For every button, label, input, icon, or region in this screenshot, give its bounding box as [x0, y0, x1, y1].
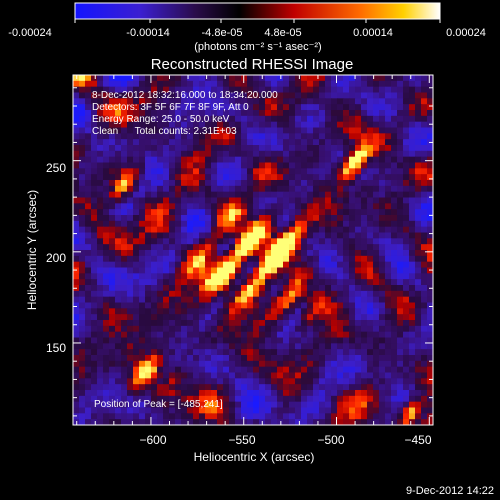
plot-title: Reconstructed RHESSI Image [151, 56, 354, 73]
y-axis-label: Heliocentric Y (arcsec) [25, 190, 39, 310]
colorbar-tick-label-3: 4.8e-05 [264, 27, 301, 39]
x-tick-label-1: −550 [228, 433, 255, 447]
y-tick-label-0: 150 [46, 341, 66, 355]
plot-frame [72, 74, 434, 426]
annotation-detectors: Detectors: 3F 5F 6F 7F 8F 9F, Att 0 [92, 102, 249, 113]
y-tick-label-2: 250 [46, 161, 66, 175]
axis-ticks [73, 75, 433, 425]
annotation-time-range: 8-Dec-2012 18:32:16.000 to 18:34:20.000 [92, 90, 278, 101]
colorbar [74, 2, 441, 20]
colorbar-tick-label-5: 0.00024 [446, 27, 486, 39]
colorbar-units-label: (photons cm⁻² s⁻¹ asec⁻²) [194, 41, 321, 53]
rhessi-image-heatmap [73, 75, 433, 425]
colorbar-tick-label-2: -4.8e-05 [202, 27, 243, 39]
colorbar-tick-label-0: -0.00024 [8, 27, 51, 39]
annotation-energy-range: Energy Range: 25.0 - 50.0 keV [92, 114, 230, 125]
x-tick-label-0: −600 [139, 433, 166, 447]
annotation-peak-position: Position of Peak = [-485,241] [94, 399, 223, 410]
x-tick-label-2: −500 [317, 433, 344, 447]
y-tick-label-1: 200 [46, 251, 66, 265]
x-axis-label: Heliocentric X (arcsec) [194, 450, 315, 464]
x-tick-label-3: −450 [404, 433, 431, 447]
colorbar-ticks [74, 19, 441, 23]
footer-timestamp: 9-Dec-2012 14:22 [406, 485, 494, 497]
colorbar-tick-label-1: -0.00014 [126, 27, 169, 39]
annotation-clean-counts: Clean Total counts: 2.31E+03 [92, 126, 237, 137]
colorbar-tick-label-4: 0.00014 [353, 27, 393, 39]
